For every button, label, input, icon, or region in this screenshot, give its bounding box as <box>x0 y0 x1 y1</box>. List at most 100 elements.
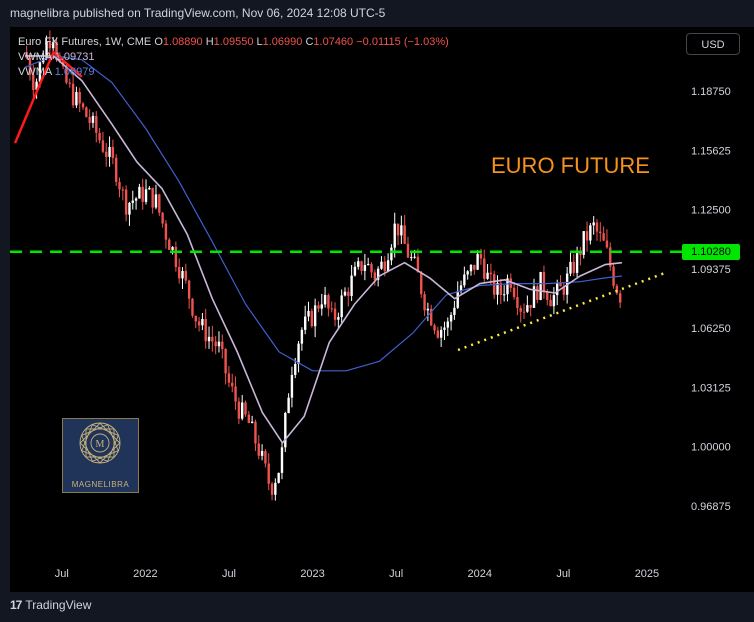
candle-body <box>214 341 217 347</box>
candle-body <box>270 483 274 495</box>
candle-body <box>274 482 277 495</box>
candle-body <box>168 239 171 250</box>
candle-body <box>347 291 350 296</box>
candle-body <box>509 278 512 288</box>
candle-body <box>423 294 426 311</box>
candle-body <box>68 82 71 84</box>
candle-body <box>410 257 413 259</box>
candle-body <box>512 287 516 298</box>
candle-body <box>366 263 370 266</box>
candle-body <box>473 264 476 270</box>
candle-body <box>393 223 396 248</box>
candle-body <box>330 308 333 310</box>
candle-body <box>88 116 91 123</box>
candle-body <box>284 412 287 448</box>
candle-body <box>240 402 244 419</box>
tradingview-logo[interactable]: 17 TradingView <box>10 597 91 613</box>
candle-body <box>300 329 304 344</box>
rising-support-trendline <box>457 271 668 352</box>
candle-body <box>65 66 68 83</box>
candle-body <box>224 348 227 374</box>
x-tick-label: 2025 <box>635 568 659 580</box>
candle-body <box>217 341 221 347</box>
candle-body <box>277 472 280 483</box>
candle-body <box>247 414 251 424</box>
candle-body <box>257 443 260 456</box>
candle-body <box>231 382 234 387</box>
y-tick-label: 1.06250 <box>691 323 731 335</box>
candle-body <box>310 310 314 327</box>
candle-body <box>516 297 519 309</box>
candle-body <box>327 294 330 309</box>
candle-body <box>280 447 284 473</box>
candle-body <box>144 189 148 202</box>
legend-row-symbol: Euro FX Futures, 1W, CME O1.08890 H1.095… <box>18 35 449 50</box>
candle-body <box>340 295 343 318</box>
candle-body <box>337 317 340 320</box>
mandala-icon: M <box>79 422 121 464</box>
candle-body <box>443 327 446 330</box>
candle-body <box>605 240 609 248</box>
currency-button[interactable]: USD <box>686 33 740 55</box>
vwma-slow-value: 1.08979 <box>54 66 95 78</box>
candle-body <box>181 270 184 279</box>
candle-body <box>542 271 546 292</box>
price-chart[interactable]: 1.18750 1.15625 1.12500 1.09375 1.06250 1.031… <box>10 27 754 592</box>
candle-body <box>446 321 449 328</box>
candle-body <box>207 336 211 342</box>
published-header: magnelibra published on TradingView.com,… <box>0 0 754 27</box>
candle-body <box>55 42 58 56</box>
candle-body <box>585 231 589 241</box>
candle-body <box>386 260 390 272</box>
chart-area[interactable]: 1.18750 1.15625 1.12500 1.09375 1.06250 1.031… <box>10 27 754 592</box>
candle-body <box>559 283 562 287</box>
candle-body <box>439 329 443 338</box>
candle-body <box>303 316 307 330</box>
x-tick-label: 2023 <box>300 568 324 580</box>
candle-body <box>426 308 430 311</box>
candle-body <box>171 247 174 250</box>
candle-body <box>333 308 337 320</box>
candle-body <box>416 256 420 273</box>
candles-group <box>25 30 622 501</box>
candle-body <box>151 187 154 208</box>
candle-body <box>128 202 131 215</box>
candle-body <box>546 291 549 300</box>
candle-body <box>612 266 615 286</box>
candle-body <box>174 247 178 268</box>
ohlc-change: −0.01115 (−1.03%) <box>356 36 449 48</box>
candle-body <box>313 305 317 327</box>
candle-body <box>177 267 181 279</box>
candle-body <box>506 278 509 295</box>
vwma-fast-label[interactable]: VWMA <box>18 51 52 63</box>
vwma-slow-label[interactable]: VWMA <box>18 66 52 78</box>
candle-body <box>48 41 52 49</box>
candle-body <box>343 291 347 296</box>
candle-body <box>187 280 191 299</box>
candle-body <box>456 291 459 308</box>
candle-body <box>433 325 436 331</box>
candle-body <box>138 186 141 199</box>
y-tick-label: 1.00000 <box>691 442 731 454</box>
candle-body <box>267 463 270 484</box>
candle-body <box>294 364 297 375</box>
candle-body <box>383 261 386 272</box>
candle-body <box>502 294 506 296</box>
candle-body <box>536 286 539 300</box>
candle-body <box>32 74 35 90</box>
y-tick-label: 1.03125 <box>691 382 731 394</box>
candle-body <box>373 272 377 280</box>
candle-body <box>98 132 101 141</box>
candle-body <box>28 57 32 75</box>
vwma-slow-line <box>24 55 622 372</box>
candle-body <box>496 283 499 295</box>
y-tick-label: 1.09375 <box>691 264 731 276</box>
x-tick-label: 2022 <box>133 568 157 580</box>
candle-body <box>158 194 161 213</box>
candle-body <box>244 402 247 415</box>
candle-body <box>582 231 585 255</box>
symbol-name[interactable]: Euro FX Futures, 1W, CME <box>18 36 152 48</box>
candle-body <box>45 41 48 59</box>
ohlc-c: C1.07460 <box>305 36 354 48</box>
candle-body <box>483 258 486 279</box>
